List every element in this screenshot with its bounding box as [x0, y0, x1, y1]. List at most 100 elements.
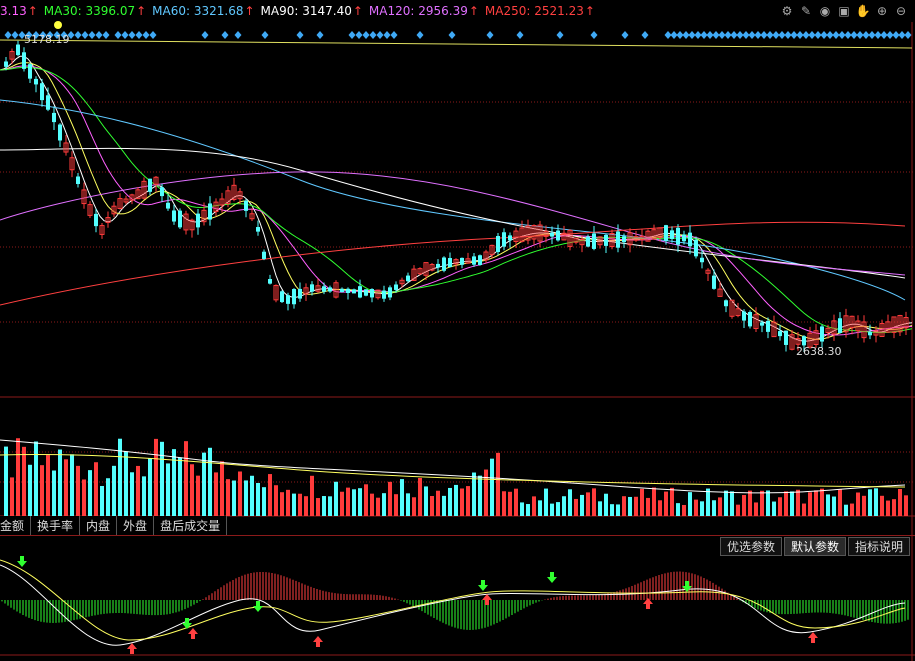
- candle-body: [436, 263, 440, 268]
- signal-diamond: [874, 31, 882, 39]
- volume-bar: [262, 487, 266, 516]
- candle-body: [189, 219, 195, 231]
- volume-bar: [604, 493, 608, 516]
- ma-20-line: [0, 65, 913, 336]
- indicator-help-button[interactable]: 指标说明: [847, 537, 910, 556]
- signal-diamond: [67, 31, 75, 39]
- volume-bar: [640, 488, 644, 516]
- candle-body: [268, 279, 272, 284]
- volume-bar: [400, 479, 404, 516]
- volume-bar: [802, 503, 806, 516]
- tab-after-hours-volume[interactable]: 盘后成交量: [154, 516, 228, 535]
- signal-diamond: [18, 31, 26, 39]
- low-price-label: 2638.30: [796, 345, 842, 358]
- volume-bar: [844, 504, 848, 516]
- volume-bar: [490, 458, 494, 516]
- default-params-button[interactable]: 默认参数: [783, 537, 846, 556]
- signal-diamond: [149, 31, 157, 39]
- volume-bar: [376, 497, 380, 516]
- volume-bar: [712, 500, 716, 516]
- candle-body: [627, 232, 633, 246]
- volume-bar: [106, 478, 110, 516]
- volume-bar: [568, 489, 572, 516]
- signal-diamond: [641, 31, 649, 39]
- volume-bar: [94, 462, 98, 516]
- macd-dea-line: [0, 559, 906, 641]
- signal-diamond: [772, 31, 780, 39]
- candle-body: [286, 295, 290, 304]
- ma-10-line: [0, 62, 913, 340]
- ma-legend-item: MA60: 3321.68↑: [152, 4, 255, 18]
- signal-diamond: [856, 31, 864, 39]
- volume-bar: [304, 496, 308, 516]
- volume-bar: [862, 495, 866, 516]
- volume-bar: [838, 489, 842, 516]
- tab-inner-volume[interactable]: 内盘: [80, 516, 118, 535]
- hand-icon[interactable]: ✋: [855, 4, 871, 18]
- volume-bar: [778, 497, 782, 516]
- volume-bar: [250, 475, 254, 516]
- signal-diamond: [11, 31, 19, 39]
- candle-body: [249, 213, 255, 220]
- signal-diamond: [32, 31, 40, 39]
- candle-body: [406, 275, 410, 282]
- candle-body: [219, 198, 225, 206]
- volume-bar: [130, 472, 134, 516]
- plus-icon[interactable]: ⊕: [876, 4, 888, 18]
- box-icon[interactable]: ▣: [838, 4, 850, 18]
- candle-body: [592, 233, 596, 249]
- sell-arrow-icon: [478, 580, 488, 591]
- volume-bar: [664, 491, 668, 516]
- signal-diamond: [886, 31, 894, 39]
- tab-amount[interactable]: 金额: [0, 516, 32, 535]
- pen-icon[interactable]: ✎: [800, 4, 812, 18]
- candle-body: [429, 264, 435, 271]
- tab-outer-volume[interactable]: 外盘: [117, 516, 155, 535]
- candle-body: [105, 217, 111, 223]
- signal-diamond: [682, 31, 690, 39]
- candle-body: [729, 299, 735, 317]
- minus-icon[interactable]: ⊖: [895, 4, 907, 18]
- volume-bar: [532, 496, 536, 516]
- volume-bar: [442, 495, 446, 516]
- signal-diamond: [892, 31, 900, 39]
- signal-diamond: [121, 31, 129, 39]
- signal-diamond: [808, 31, 816, 39]
- volume-bar: [700, 501, 704, 516]
- candle-body: [442, 257, 446, 271]
- sell-arrow-icon: [182, 618, 192, 629]
- volume-bar: [580, 494, 584, 516]
- eye-icon[interactable]: ◉: [819, 4, 831, 18]
- volume-bar: [70, 454, 74, 516]
- signal-diamond: [748, 31, 756, 39]
- signal-diamond: [826, 31, 834, 39]
- volume-bar: [244, 480, 248, 516]
- candle-body: [639, 235, 645, 241]
- candle-body: [496, 236, 500, 252]
- candle-body: [766, 320, 770, 332]
- optimized-params-button[interactable]: 优选参数: [719, 537, 782, 556]
- volume-bar: [196, 475, 200, 516]
- volume-ma-line: [0, 439, 906, 494]
- volume-bar: [322, 496, 326, 516]
- candle-body: [525, 225, 531, 241]
- gear-icon[interactable]: ⚙: [781, 4, 793, 18]
- signal-diamond: [590, 31, 598, 39]
- volume-bar: [268, 474, 272, 516]
- candle-body: [724, 300, 728, 307]
- candle-body: [508, 235, 512, 241]
- volume-bar: [538, 500, 542, 516]
- candle-body: [748, 311, 752, 327]
- volume-bar: [562, 496, 566, 516]
- signal-diamond: [102, 31, 110, 39]
- signal-diamond: [348, 31, 356, 39]
- buy-arrow-icon: [127, 643, 137, 654]
- volume-bar: [592, 488, 596, 516]
- buy-arrow-icon: [188, 628, 198, 639]
- signal-diamond: [706, 31, 714, 39]
- macd-dif-line: [0, 564, 906, 646]
- signal-diamond: [868, 31, 876, 39]
- volume-bar: [472, 472, 476, 516]
- tab-turnover-rate[interactable]: 换手率: [31, 516, 81, 535]
